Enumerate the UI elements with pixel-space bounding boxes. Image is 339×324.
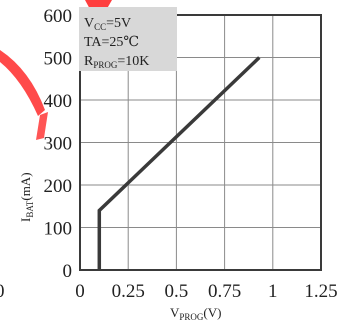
y-tick-label-2: 200 [44,176,73,197]
y-axis-label: IBAT(mA) [18,172,35,222]
y-tick-label-0: 0 [63,261,73,282]
x-tick-label-3: 0.75 [208,281,241,302]
annotation-background [79,7,177,71]
series-line-0 [97,56,261,270]
series-layer [97,56,261,271]
y-tick-label-1: 100 [44,219,73,240]
annotation-line-vcc: VCC=5V [84,16,131,32]
y-tick-label-5: 500 [44,49,73,70]
x-tick-label-1: 0.25 [112,281,145,302]
x-tick-label-0: 0 [75,281,85,302]
annotation-line-rprog: RPROG=10K [84,54,149,70]
y-tick-label-3: 300 [44,134,73,155]
stray-x-tick-label: 0 [0,281,5,302]
watermark-stroke [0,50,45,116]
plot-frame [79,14,322,271]
x-tick-label-5: 1.25 [304,281,337,302]
y-tick-label-6: 600 [44,6,73,27]
x-tick-label-4: 1 [268,281,278,302]
x-tick-labels: 0 0.25 0.5 0.75 1 1.25 [75,281,337,302]
y-tick-label-4: 400 [44,91,73,112]
watermark-stroke-2 [36,112,48,140]
axes [79,14,322,271]
x-axis-label: VPROG(V) [170,305,221,322]
x-tick-label-2: 0.5 [165,281,189,302]
annotation-box: VCC=5V TA=25℃ RPROG=10K [79,7,177,71]
y-tick-labels: 0 100 200 300 400 500 600 [44,6,73,282]
annotation-line-ta: TA=25℃ [84,35,139,50]
